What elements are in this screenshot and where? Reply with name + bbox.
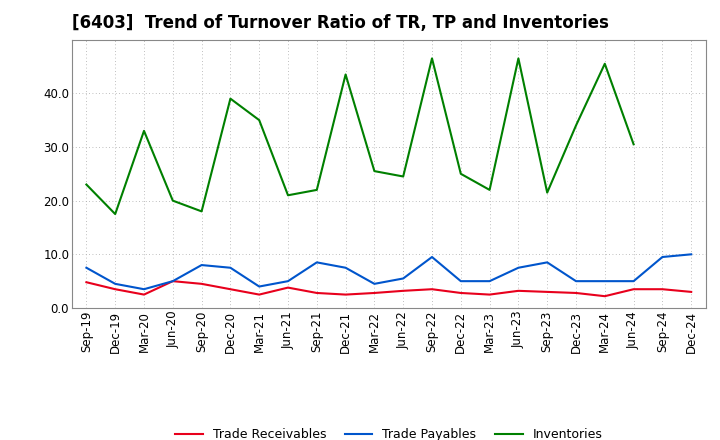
Trade Receivables: [284, 285, 292, 290]
Legend: Trade Receivables, Trade Payables, Inventories: Trade Receivables, Trade Payables, Inven…: [175, 428, 603, 440]
Trade Payables: [284, 279, 292, 284]
Inventories: [485, 187, 494, 193]
Inventories: [370, 169, 379, 174]
Trade Payables: [658, 254, 667, 260]
Trade Receivables: [226, 286, 235, 292]
Trade Payables: [629, 279, 638, 284]
Trade Receivables: [428, 286, 436, 292]
Trade Receivables: [572, 290, 580, 296]
Trade Receivables: [600, 293, 609, 299]
Trade Payables: [140, 286, 148, 292]
Inventories: [543, 190, 552, 195]
Trade Receivables: [514, 288, 523, 293]
Inventories: [629, 142, 638, 147]
Trade Payables: [399, 276, 408, 281]
Line: Trade Receivables: Trade Receivables: [86, 281, 691, 296]
Inventories: [197, 209, 206, 214]
Inventories: [399, 174, 408, 179]
Trade Receivables: [168, 279, 177, 284]
Trade Payables: [687, 252, 696, 257]
Trade Payables: [111, 281, 120, 286]
Trade Payables: [572, 279, 580, 284]
Inventories: [226, 96, 235, 101]
Inventories: [284, 193, 292, 198]
Trade Payables: [226, 265, 235, 270]
Trade Receivables: [341, 292, 350, 297]
Trade Receivables: [82, 279, 91, 285]
Inventories: [514, 56, 523, 61]
Trade Payables: [370, 281, 379, 286]
Trade Receivables: [456, 290, 465, 296]
Inventories: [600, 61, 609, 66]
Inventories: [111, 211, 120, 216]
Inventories: [456, 171, 465, 176]
Text: [6403]  Trend of Turnover Ratio of TR, TP and Inventories: [6403] Trend of Turnover Ratio of TR, TP…: [72, 15, 609, 33]
Trade Payables: [255, 284, 264, 289]
Line: Inventories: Inventories: [86, 59, 634, 214]
Trade Receivables: [687, 289, 696, 294]
Inventories: [428, 56, 436, 61]
Trade Payables: [312, 260, 321, 265]
Trade Payables: [428, 254, 436, 260]
Inventories: [255, 117, 264, 123]
Trade Receivables: [370, 290, 379, 296]
Inventories: [341, 72, 350, 77]
Trade Payables: [341, 265, 350, 270]
Trade Receivables: [543, 289, 552, 294]
Inventories: [82, 182, 91, 187]
Trade Receivables: [111, 286, 120, 292]
Trade Payables: [82, 265, 91, 270]
Inventories: [572, 123, 580, 128]
Trade Receivables: [312, 290, 321, 296]
Trade Receivables: [197, 281, 206, 286]
Trade Receivables: [255, 292, 264, 297]
Trade Payables: [600, 279, 609, 284]
Trade Payables: [168, 279, 177, 284]
Trade Payables: [543, 260, 552, 265]
Trade Receivables: [399, 288, 408, 293]
Trade Receivables: [629, 286, 638, 292]
Trade Payables: [485, 279, 494, 284]
Line: Trade Payables: Trade Payables: [86, 254, 691, 289]
Trade Receivables: [140, 292, 148, 297]
Trade Payables: [514, 265, 523, 270]
Inventories: [168, 198, 177, 203]
Inventories: [140, 128, 148, 133]
Trade Receivables: [485, 292, 494, 297]
Inventories: [312, 187, 321, 193]
Trade Payables: [456, 279, 465, 284]
Trade Payables: [197, 262, 206, 268]
Trade Receivables: [658, 286, 667, 292]
